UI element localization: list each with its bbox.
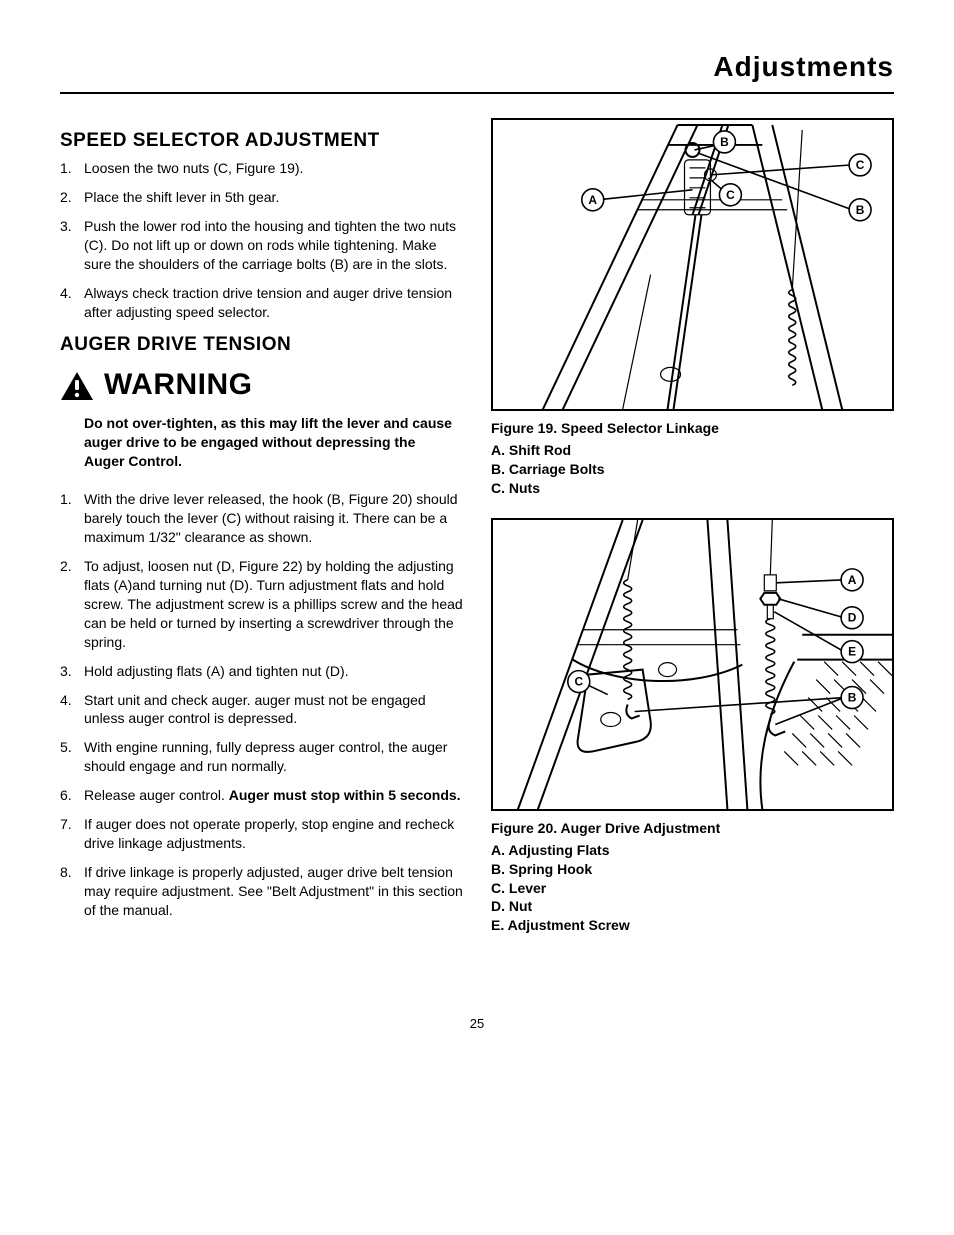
figure-19-caption: Figure 19. Speed Selector Linkage xyxy=(491,419,894,438)
legend-item: E. Adjustment Screw xyxy=(491,916,894,935)
step-item: To adjust, loosen nut (D, Figure 22) by … xyxy=(60,557,463,651)
step6-bold: Auger must stop within 5 seconds. xyxy=(229,787,461,803)
step-item: Loosen the two nuts (C, Figure 19). xyxy=(60,159,463,178)
legend-item: C. Nuts xyxy=(491,479,894,498)
fig20-label-e: E xyxy=(848,644,856,658)
legend-item: A. Adjusting Flats xyxy=(491,841,894,860)
figure-19-box: A B C C B xyxy=(491,118,894,411)
step-item: With engine running, fully depress auger… xyxy=(60,738,463,776)
right-column: A B C C B Figure 19. Speed Selector Link… xyxy=(491,118,894,955)
figure-20-legend: A. Adjusting Flats B. Spring Hook C. Lev… xyxy=(491,841,894,935)
step-item: If auger does not operate properly, stop… xyxy=(60,815,463,853)
fig20-label-d: D xyxy=(848,610,857,624)
fig19-label-a: A xyxy=(588,193,597,207)
warning-body-text: Do not over-tighten, as this may lift th… xyxy=(60,414,463,471)
figure-19-legend: A. Shift Rod B. Carriage Bolts C. Nuts xyxy=(491,441,894,498)
step-item: Hold adjusting flats (A) and tighten nut… xyxy=(60,662,463,681)
speed-selector-steps: Loosen the two nuts (C, Figure 19). Plac… xyxy=(60,159,463,321)
legend-item: B. Carriage Bolts xyxy=(491,460,894,479)
figure-20-caption: Figure 20. Auger Drive Adjustment xyxy=(491,819,894,838)
auger-drive-steps: With the drive lever released, the hook … xyxy=(60,490,463,919)
fig20-label-c: C xyxy=(574,674,583,688)
legend-item: B. Spring Hook xyxy=(491,860,894,879)
fig19-label-c1: C xyxy=(726,188,735,202)
warning-label: WARNING xyxy=(104,365,253,406)
warning-triangle-icon xyxy=(60,371,94,401)
section-speed-selector-title: SPEED SELECTOR ADJUSTMENT xyxy=(60,128,463,154)
two-column-layout: SPEED SELECTOR ADJUSTMENT Loosen the two… xyxy=(60,118,894,955)
legend-item: A. Shift Rod xyxy=(491,441,894,460)
step-item: With the drive lever released, the hook … xyxy=(60,490,463,547)
step-item: If drive linkage is properly adjusted, a… xyxy=(60,863,463,920)
fig20-label-a: A xyxy=(848,572,857,586)
warning-header: WARNING xyxy=(60,365,463,406)
legend-item: C. Lever xyxy=(491,879,894,898)
fig20-label-b: B xyxy=(848,690,857,704)
section-auger-drive-title: AUGER DRIVE TENSION xyxy=(60,332,463,358)
step-item: Place the shift lever in 5th gear. xyxy=(60,188,463,207)
legend-item: D. Nut xyxy=(491,897,894,916)
figure-20-box: C A D E B xyxy=(491,518,894,811)
page-header-title: Adjustments xyxy=(60,48,894,94)
step-item: Push the lower rod into the housing and … xyxy=(60,217,463,274)
step-item: Release auger control. Auger must stop w… xyxy=(60,786,463,805)
fig19-label-c2: C xyxy=(856,158,865,172)
fig19-label-b2: B xyxy=(856,203,865,217)
step-item: Always check traction drive tension and … xyxy=(60,284,463,322)
fig19-label-b1: B xyxy=(720,135,729,149)
step-item: Start unit and check auger. auger must n… xyxy=(60,691,463,729)
left-column: SPEED SELECTOR ADJUSTMENT Loosen the two… xyxy=(60,118,463,955)
step6-prefix: Release auger control. xyxy=(84,787,229,803)
page-number: 25 xyxy=(60,1015,894,1033)
